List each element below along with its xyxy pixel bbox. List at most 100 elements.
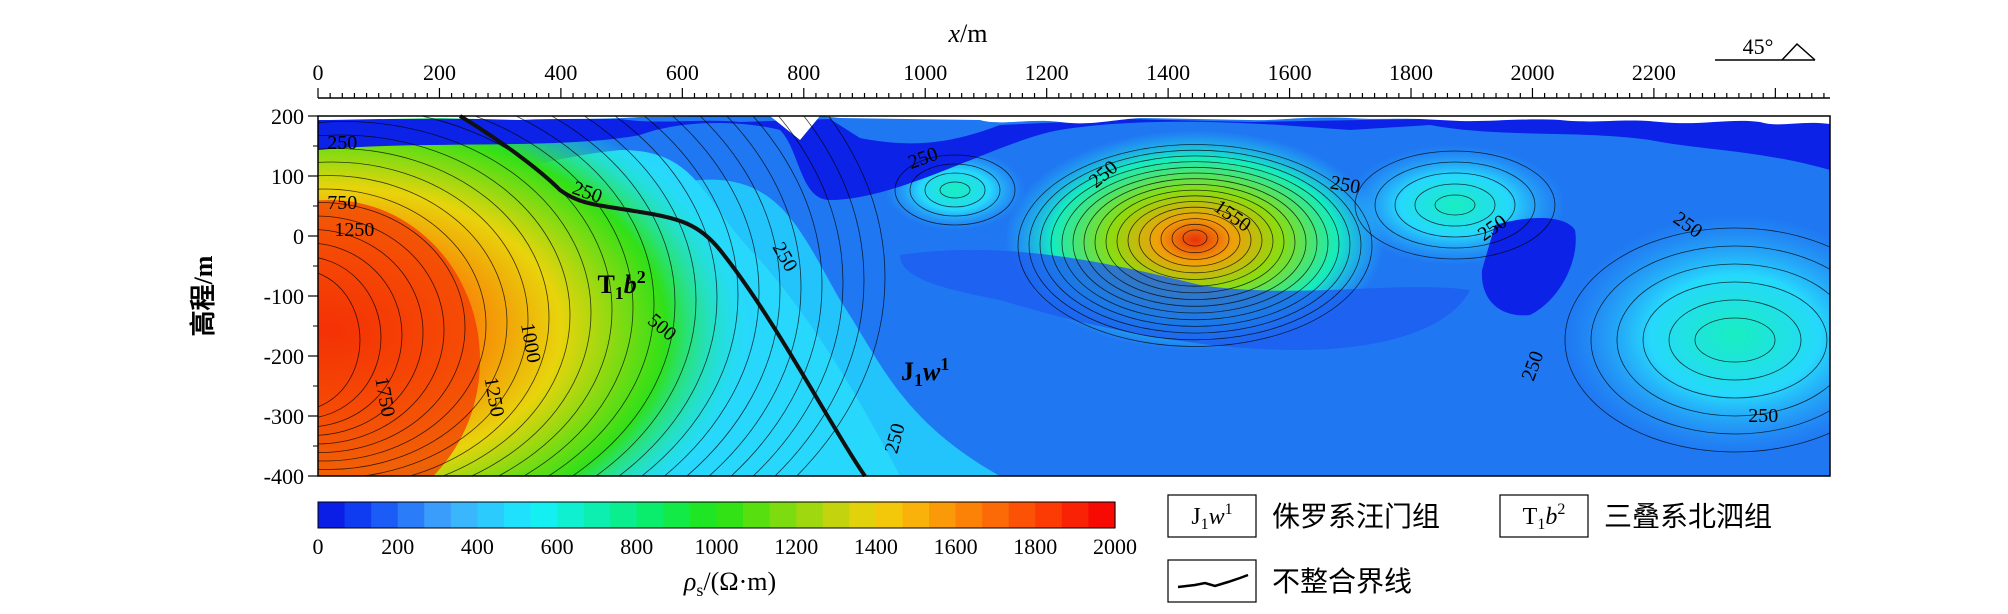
x-tick-label: 400 bbox=[544, 60, 577, 85]
north-contour-line bbox=[894, 154, 1016, 226]
colorbar-swatch bbox=[503, 502, 532, 528]
colorbar-swatch bbox=[1088, 502, 1116, 528]
mid-blue-band bbox=[900, 249, 1470, 350]
north-contour-line bbox=[939, 181, 971, 199]
x-tick-label: 1600 bbox=[1268, 60, 1312, 85]
x-axis: 0 200 400 600 800 1000 1200 1400 1600 1800 2000 220… bbox=[313, 60, 1825, 98]
unit-label: J1w1 bbox=[901, 354, 949, 390]
y-tick-label: -300 bbox=[264, 404, 304, 429]
legend-label-unconformity: 不整合界线 bbox=[1272, 565, 1412, 598]
colorbar-swatch bbox=[477, 502, 505, 528]
colorbar-tick-label: 2000 bbox=[1093, 534, 1137, 559]
east-contour-line bbox=[1354, 150, 1556, 260]
central-contour-line bbox=[1149, 212, 1241, 267]
colorbar-swatch bbox=[371, 502, 399, 528]
svg-text:J1w1: J1w1 bbox=[1191, 501, 1232, 533]
east-cyan-body bbox=[1565, 215, 1830, 455]
colorbar-swatch bbox=[397, 502, 425, 528]
west-contour-line bbox=[708, 116, 802, 476]
central-contour-line bbox=[1083, 178, 1307, 307]
west-contour-line bbox=[318, 161, 529, 476]
legend-box-unconformity bbox=[1167, 559, 1257, 603]
unconformity-line bbox=[458, 114, 867, 478]
x-tick-label: 1000 bbox=[903, 60, 947, 85]
contour-value-label: 250 bbox=[1748, 405, 1778, 427]
x-tick-label: 2000 bbox=[1510, 60, 1554, 85]
legend: J1w1 侏罗系汪门组 T1b2 三叠系北泗组 不整合界线 bbox=[1167, 494, 1772, 603]
central-contour-line bbox=[1050, 161, 1340, 327]
legend-box-jurassic bbox=[1167, 494, 1257, 538]
west-contour-line bbox=[515, 116, 655, 476]
east-contour-line bbox=[1564, 227, 1830, 453]
west-contour-line bbox=[318, 215, 445, 445]
central-contour-line bbox=[1171, 223, 1219, 254]
east-contour-line bbox=[1394, 172, 1516, 238]
north-contour-line bbox=[924, 172, 986, 208]
west-contour-line bbox=[318, 134, 571, 476]
y-tick-label: -200 bbox=[264, 344, 304, 369]
colorbar-swatch bbox=[610, 502, 638, 528]
colorbar-swatch bbox=[1061, 502, 1090, 528]
colorbar-swatch bbox=[716, 502, 744, 528]
colorbar-swatch bbox=[1035, 502, 1063, 528]
west-contour-line bbox=[318, 202, 466, 453]
legend-label-jurassic: 侏罗系汪门组 bbox=[1272, 500, 1440, 533]
y-axis: 200 100 0 -100 -200 -300 -400 bbox=[264, 104, 318, 489]
low-patch-east bbox=[1481, 218, 1576, 316]
central-contour-line bbox=[1072, 172, 1318, 314]
west-contour-line bbox=[730, 116, 823, 476]
central-contour-line bbox=[1094, 183, 1296, 300]
colorbar-swatch bbox=[929, 502, 957, 528]
colorbar-swatch bbox=[743, 502, 771, 528]
colorbar-tick-label: 1000 bbox=[695, 534, 739, 559]
east-contour-line bbox=[1414, 183, 1496, 227]
west-contour-line bbox=[796, 116, 886, 476]
colorbar-title: ρs/(Ω·m) bbox=[683, 567, 776, 600]
y-tick-label: 0 bbox=[293, 224, 304, 249]
contour-value-label: 750 bbox=[327, 192, 357, 214]
colorbar-tick-label: 200 bbox=[381, 534, 414, 559]
colorbar-swatch bbox=[849, 502, 877, 528]
colorbar-swatch bbox=[769, 502, 797, 528]
colorbar-swatch bbox=[583, 502, 611, 528]
colorbar-tick-label: 1400 bbox=[854, 534, 898, 559]
west-contour-line bbox=[686, 116, 781, 476]
colorbar: 0 200 400 600 800 1000 1200 1400 1600 1800 2000 bbox=[313, 501, 1137, 559]
legend-item-triassic: T1b2 三叠系北泗组 bbox=[1499, 494, 1772, 538]
colorbar-swatch bbox=[902, 502, 930, 528]
colorbar-swatch bbox=[822, 502, 850, 528]
colorbar-swatch bbox=[557, 502, 585, 528]
colorbar-tick-label: 1600 bbox=[934, 534, 978, 559]
svg-text:T1b2: T1b2 bbox=[1523, 501, 1566, 533]
west-high-core bbox=[318, 200, 480, 476]
central-contour-line bbox=[1017, 144, 1373, 347]
west-contour-line bbox=[752, 116, 844, 476]
orientation-angle-label: 45° bbox=[1743, 34, 1774, 59]
colorbar-swatch bbox=[450, 502, 478, 528]
legend-item-unconformity: 不整合界线 bbox=[1167, 559, 1412, 603]
central-contour-line bbox=[1138, 206, 1252, 274]
y-axis-title: 高程/m bbox=[188, 255, 218, 336]
x-tick-label: 1400 bbox=[1146, 60, 1190, 85]
y-tick-label: 100 bbox=[271, 164, 304, 189]
orientation-marker: 45° bbox=[1715, 34, 1816, 61]
east-contour-line bbox=[1668, 299, 1802, 381]
colorbar-swatch bbox=[663, 502, 691, 528]
orientation-triangle-icon bbox=[1781, 42, 1816, 61]
colorbar-tick-label: 800 bbox=[620, 534, 653, 559]
west-contour-line bbox=[774, 116, 865, 476]
central-contour-line bbox=[1160, 218, 1230, 260]
y-tick-label: 200 bbox=[271, 104, 304, 129]
unit-label: T1b2 bbox=[597, 267, 645, 303]
colorbar-frame bbox=[317, 501, 1116, 529]
legend-box-triassic bbox=[1499, 494, 1589, 538]
west-contour-line bbox=[318, 121, 592, 476]
west-contour-line bbox=[473, 116, 634, 476]
x-tick-label: 800 bbox=[787, 60, 820, 85]
central-contour-line bbox=[1105, 189, 1285, 294]
colorbar-swatch bbox=[955, 502, 983, 528]
colorbar-tick-label: 400 bbox=[461, 534, 494, 559]
contour-value-label: 250 bbox=[327, 132, 357, 154]
colorbar-swatch bbox=[344, 502, 372, 528]
